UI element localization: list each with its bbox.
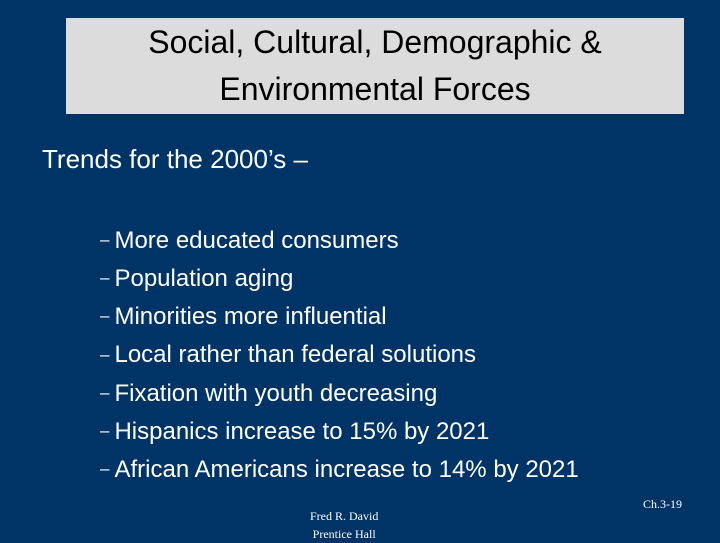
slide-title-box: Social, Cultural, Demographic & Environm… bbox=[66, 18, 684, 114]
bullet-item: – Fixation with youth decreasing bbox=[100, 375, 579, 413]
slide-title-line1: Social, Cultural, Demographic & bbox=[148, 24, 602, 60]
bullet-item: – Minorities more influential bbox=[100, 298, 579, 336]
bullet-text: Minorities more influential bbox=[114, 303, 387, 331]
bullet-text: Population aging bbox=[114, 265, 294, 293]
slide-subtitle: Trends for the 2000’s – bbox=[42, 144, 308, 174]
bullet-item: – Local rather than federal solutions bbox=[100, 336, 579, 374]
dash-icon: – bbox=[100, 230, 110, 250]
bullet-text: Fixation with youth decreasing bbox=[114, 379, 438, 407]
footer-publisher: Prentice Hall bbox=[312, 527, 376, 541]
bullet-text: More educated consumers bbox=[114, 227, 399, 254]
bullet-text: African Americans increase to 14% by 202… bbox=[114, 455, 579, 483]
bullet-list: – More educated consumers – Population agi… bbox=[100, 222, 579, 489]
bullet-item: – Population aging bbox=[100, 260, 579, 298]
bullet-item: – Hispanics increase to 15% by 2021 bbox=[100, 413, 579, 451]
dash-icon: – bbox=[100, 459, 110, 479]
footer-credit: Fred R. David Prentice Hall bbox=[310, 507, 378, 543]
dash-icon: – bbox=[100, 344, 110, 364]
bullet-item: – More educated consumers bbox=[100, 222, 579, 260]
bullet-text: Local rather than federal solutions bbox=[114, 341, 477, 369]
dash-icon: – bbox=[100, 306, 110, 326]
dash-icon: – bbox=[100, 268, 110, 288]
footer-author: Fred R. David bbox=[310, 509, 379, 523]
dash-icon: – bbox=[100, 382, 110, 402]
dash-icon: – bbox=[100, 420, 110, 440]
slide-page-number: Ch.3-19 bbox=[643, 497, 682, 511]
bullet-item: – African Americans increase to 14% by 20… bbox=[100, 451, 579, 489]
slide-title-line2: Environmental Forces bbox=[219, 71, 531, 107]
bullet-text: Hispanics increase to 15% by 2021 bbox=[114, 417, 490, 445]
